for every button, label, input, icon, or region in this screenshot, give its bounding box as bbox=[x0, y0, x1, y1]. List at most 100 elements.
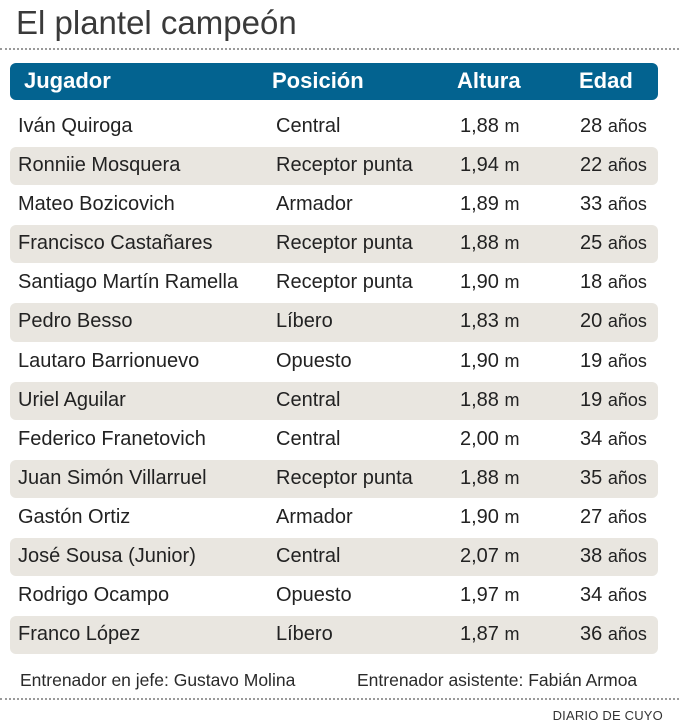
assistant-coach-note: Entrenador asistente: Fabián Armoa bbox=[357, 670, 638, 690]
player-height: 1,88 m bbox=[460, 115, 520, 138]
player-height: 1,83 m bbox=[460, 310, 520, 333]
player-position: Central bbox=[276, 115, 341, 137]
height-unit: m bbox=[504, 546, 520, 567]
age-unit: años bbox=[607, 272, 647, 293]
player-age: 38 años bbox=[580, 545, 647, 568]
age-value: 27 bbox=[580, 505, 603, 528]
age-unit: años bbox=[607, 428, 647, 449]
player-age: 19 años bbox=[580, 350, 647, 373]
height-value: 1,90 bbox=[460, 271, 499, 294]
top-divider bbox=[0, 48, 679, 50]
player-name: Pedro Besso bbox=[18, 310, 133, 333]
table-row: Gastón Ortiz Armador 1,90 m 27 años bbox=[10, 499, 658, 538]
player-position: Líbero bbox=[276, 310, 333, 333]
height-unit: m bbox=[504, 624, 520, 645]
height-unit: m bbox=[504, 389, 520, 410]
table-row: Juan Simón Villarruel Receptor punta 1,8… bbox=[10, 459, 658, 499]
height-value: 1,83 bbox=[460, 310, 499, 333]
player-height: 1,88 m bbox=[460, 389, 520, 412]
age-unit: años bbox=[607, 311, 647, 332]
player-age: 35 años bbox=[580, 467, 647, 490]
height-unit: m bbox=[504, 467, 520, 488]
age-value: 38 bbox=[580, 545, 603, 568]
player-name: Francisco Castañares bbox=[18, 232, 213, 255]
player-name: Mateo Bozicovich bbox=[18, 193, 175, 216]
player-age: 25 años bbox=[580, 232, 647, 255]
height-value: 2,00 bbox=[460, 427, 499, 450]
table-row: José Sousa (Junior) Central 2,07 m 38 añ… bbox=[10, 538, 658, 577]
player-position: Armador bbox=[276, 505, 353, 528]
age-value: 25 bbox=[580, 232, 603, 255]
table-row: Ronniie Mosquera Receptor punta 1,94 m 2… bbox=[10, 147, 658, 186]
bottom-divider bbox=[0, 698, 679, 700]
row-stripe bbox=[10, 225, 658, 264]
player-name: José Sousa (Junior) bbox=[18, 545, 196, 568]
player-position: Central bbox=[276, 427, 341, 450]
age-value: 33 bbox=[580, 193, 603, 216]
source-credit: DIARIO DE CUYO bbox=[552, 708, 663, 723]
table-row: Santiago Martín Ramella Receptor punta 1… bbox=[10, 264, 658, 303]
row-stripe bbox=[10, 616, 658, 655]
height-unit: m bbox=[504, 194, 520, 215]
player-height: 1,88 m bbox=[460, 232, 520, 255]
player-position: Central bbox=[276, 388, 341, 411]
column-header-altura: Altura bbox=[457, 68, 521, 93]
height-value: 1,88 bbox=[460, 232, 499, 255]
players-table: Iván Quiroga Central 1,88 m 28 años Ronn… bbox=[10, 108, 658, 655]
player-name: Lautaro Barrionuevo bbox=[18, 349, 200, 372]
player-age: 27 años bbox=[580, 506, 647, 529]
player-age: 34 años bbox=[580, 428, 647, 451]
age-unit: años bbox=[607, 116, 647, 136]
player-age: 22 años bbox=[580, 154, 647, 177]
column-header-edad: Edad bbox=[579, 68, 633, 93]
player-position: Receptor punta bbox=[276, 466, 413, 489]
height-unit: m bbox=[504, 272, 520, 293]
height-value: 1,97 bbox=[460, 584, 499, 607]
height-unit: m bbox=[504, 233, 520, 254]
player-position: Receptor punta bbox=[276, 271, 413, 294]
player-height: 1,90 m bbox=[460, 350, 520, 373]
player-height: 1,88 m bbox=[460, 467, 520, 490]
age-value: 28 bbox=[580, 115, 603, 137]
row-stripe bbox=[10, 381, 658, 420]
player-position: Armador bbox=[276, 193, 353, 216]
player-name: Ronniie Mosquera bbox=[18, 154, 181, 177]
player-age: 20 años bbox=[580, 310, 647, 333]
table-header: Jugador Posición Altura Edad bbox=[10, 63, 658, 100]
row-stripe bbox=[10, 147, 658, 186]
age-value: 19 bbox=[580, 388, 603, 411]
height-value: 1,88 bbox=[460, 115, 499, 137]
player-height: 2,07 m bbox=[460, 545, 520, 568]
height-unit: m bbox=[504, 116, 520, 136]
height-unit: m bbox=[504, 311, 520, 332]
age-value: 36 bbox=[580, 623, 603, 646]
player-name: Franco López bbox=[18, 623, 141, 646]
player-position: Opuesto bbox=[276, 584, 352, 607]
height-value: 1,87 bbox=[460, 623, 499, 646]
height-value: 1,89 bbox=[460, 193, 499, 216]
head-coach-note: Entrenador en jefe: Gustavo Molina bbox=[20, 670, 296, 690]
player-height: 1,87 m bbox=[460, 623, 520, 646]
player-age: 34 años bbox=[580, 584, 647, 607]
player-name: Federico Franetovich bbox=[18, 427, 206, 450]
age-value: 34 bbox=[580, 584, 603, 607]
player-age: 36 años bbox=[580, 623, 647, 646]
table-row: Iván Quiroga Central 1,88 m 28 años bbox=[10, 108, 658, 147]
height-unit: m bbox=[504, 155, 520, 176]
player-age: 19 años bbox=[580, 389, 647, 412]
player-age: 28 años bbox=[580, 115, 647, 138]
age-unit: años bbox=[607, 506, 647, 527]
age-value: 34 bbox=[580, 427, 603, 450]
table-row: Federico Franetovich Central 2,00 m 34 a… bbox=[10, 421, 658, 460]
player-height: 1,90 m bbox=[460, 506, 520, 529]
player-position: Central bbox=[276, 545, 341, 568]
player-name: Iván Quiroga bbox=[18, 115, 133, 137]
table-row: Uriel Aguilar Central 1,88 m 19 años bbox=[10, 381, 658, 421]
age-unit: años bbox=[607, 585, 647, 606]
age-unit: años bbox=[607, 350, 647, 371]
table-row: Lautaro Barrionuevo Opuesto 1,90 m 19 añ… bbox=[10, 343, 658, 382]
age-unit: años bbox=[607, 546, 647, 567]
player-age: 33 años bbox=[580, 193, 647, 216]
age-unit: años bbox=[607, 624, 647, 645]
table-row: Franco López Líbero 1,87 m 36 años bbox=[10, 616, 658, 655]
